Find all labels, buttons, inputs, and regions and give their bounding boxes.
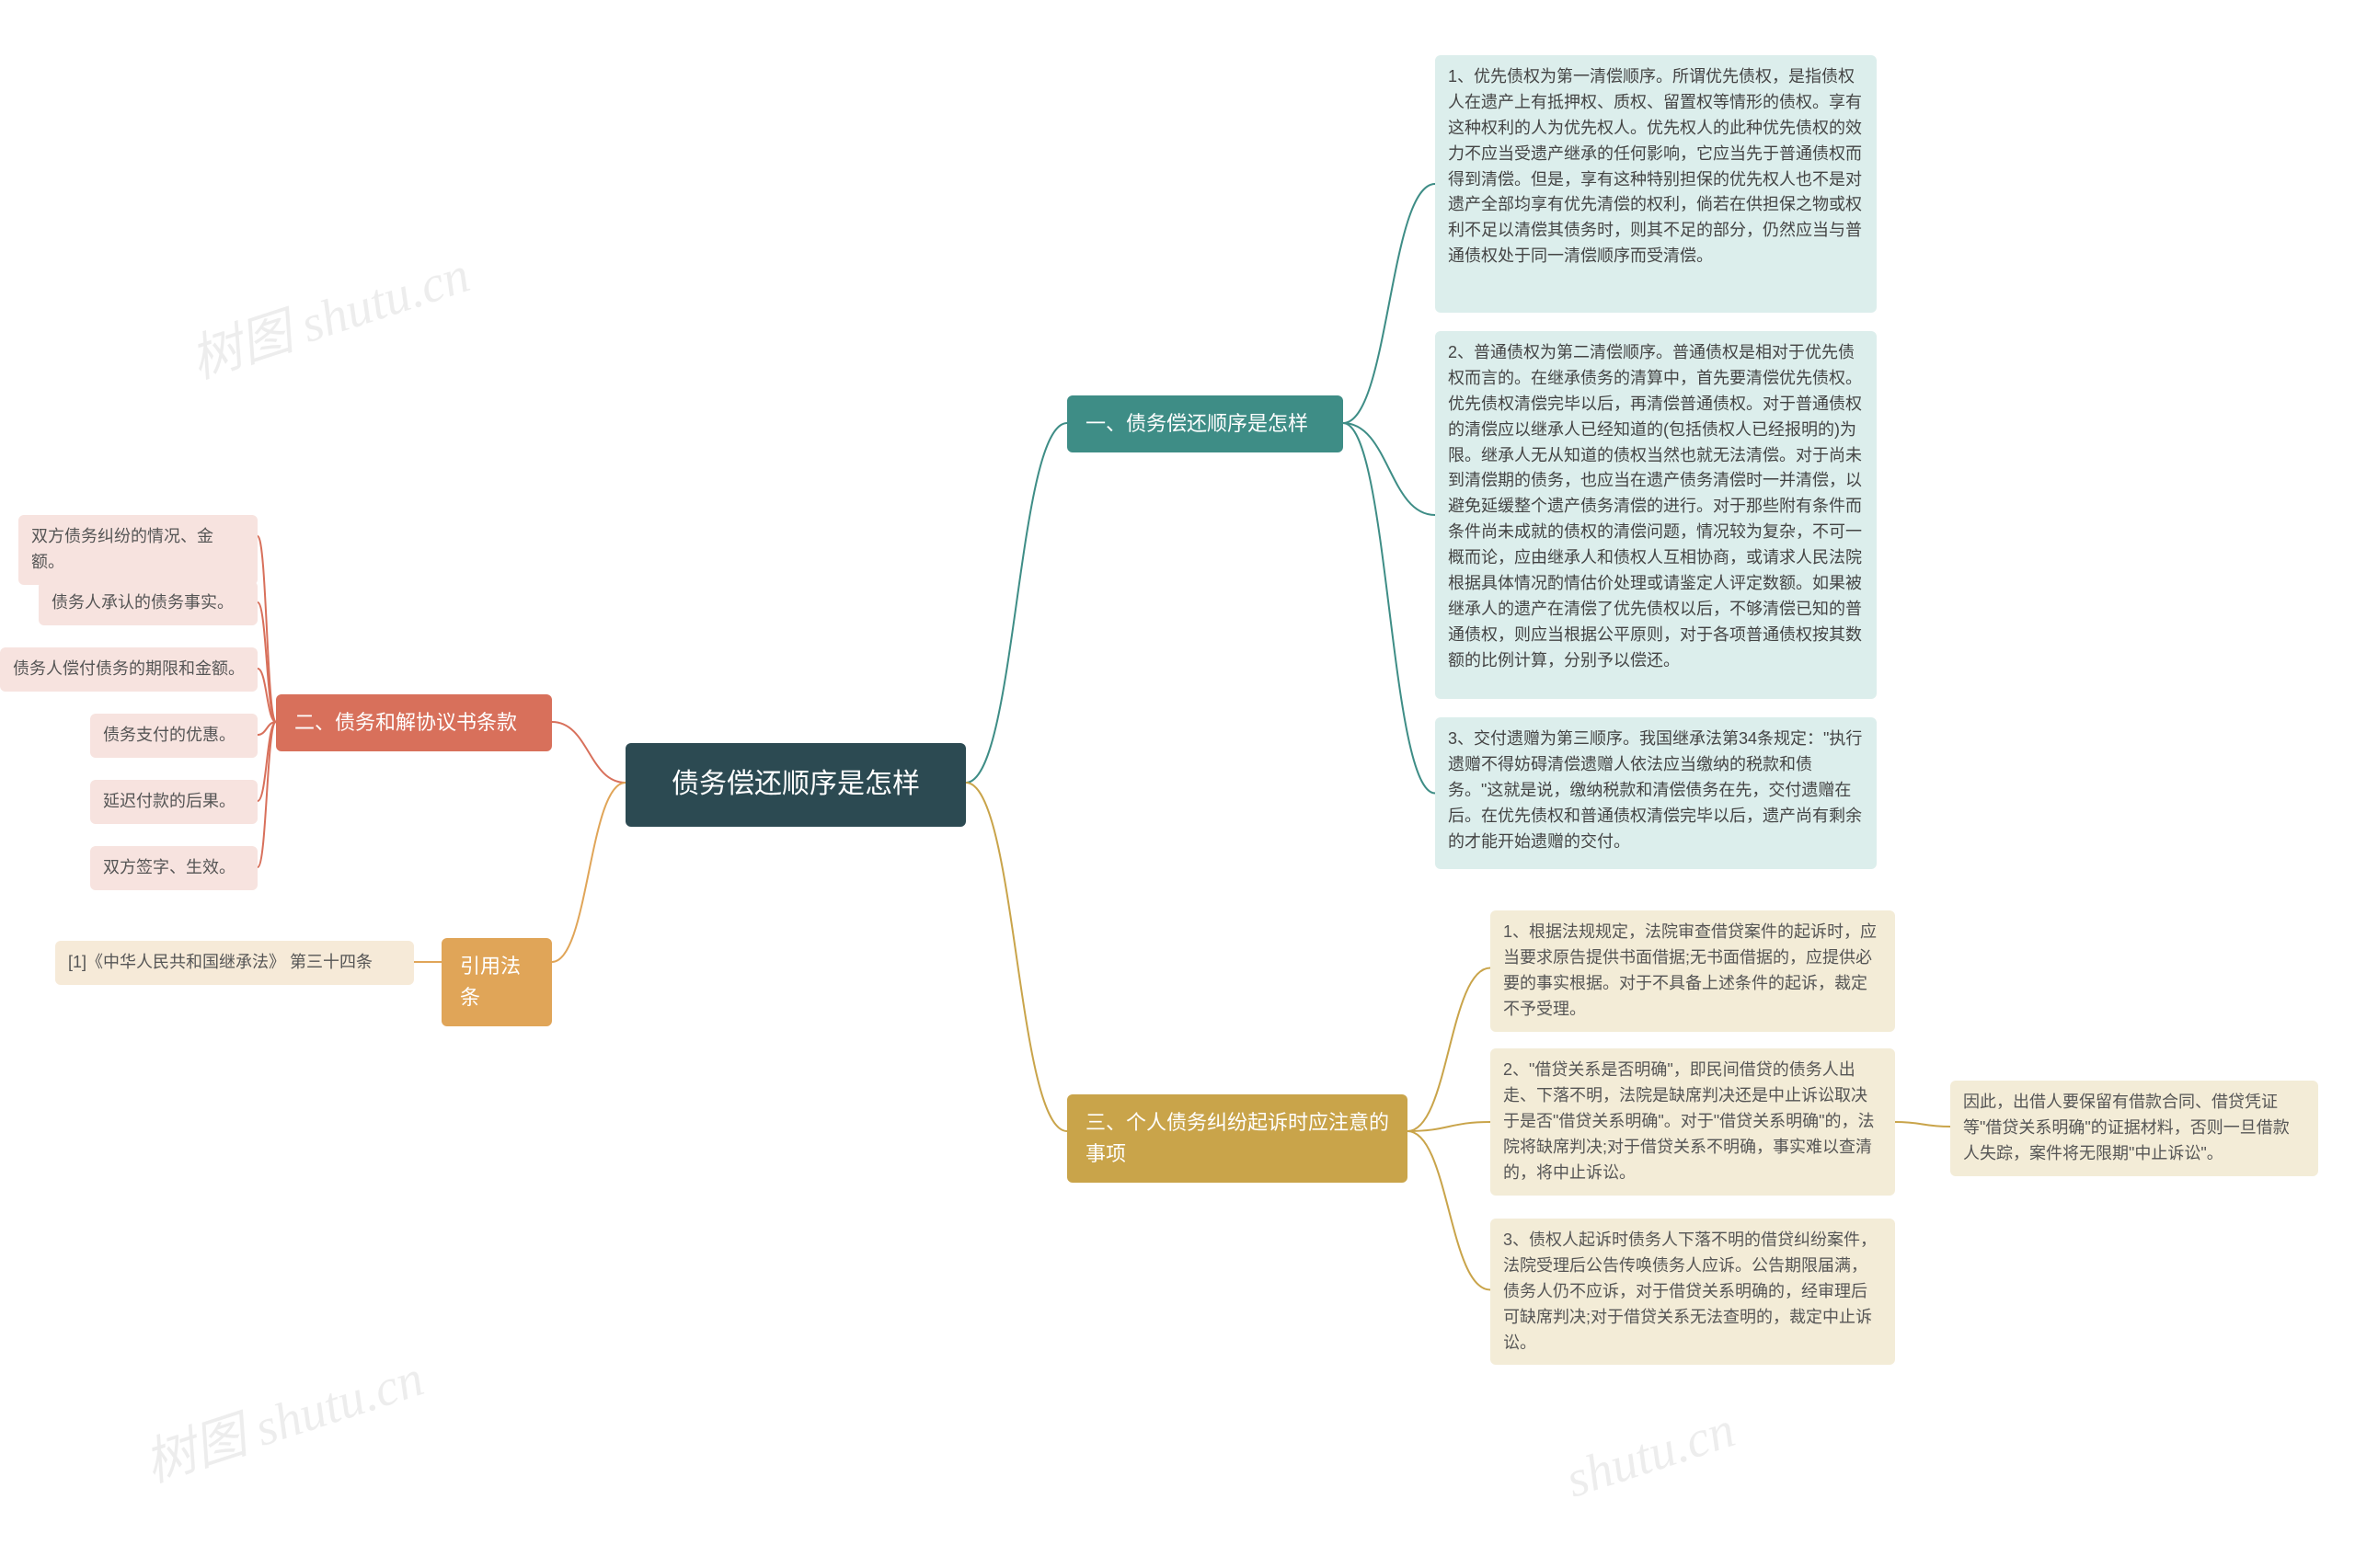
node-text: 2、"借贷关系是否明确"，即民间借贷的债务人出走、下落不明，法院是缺席判决还是中… (1503, 1060, 1875, 1182)
node-b1c2[interactable]: 2、普通债权为第二清偿顺序。普通债权是相对于优先债权而言的。在继承债务的清算中，… (1435, 331, 1877, 699)
watermark: 树图 shutu.cn (133, 1336, 431, 1496)
node-b3c2a[interactable]: 因此，出借人要保留有借款合同、借贷凭证等"借贷关系明确"的证据材料，否则一旦借款… (1950, 1081, 2318, 1176)
node-text: 双方债务纠纷的情况、金额。 (31, 527, 213, 571)
node-text: 3、交付遗赠为第三顺序。我国继承法第34条规定："执行遗赠不得妨碍清偿遗赠人依法… (1448, 729, 1862, 851)
node-text: 1、优先债权为第一清偿顺序。所谓优先债权，是指债权人在遗产上有抵押权、质权、留置… (1448, 67, 1862, 265)
node-b2c2[interactable]: 债务人承认的债务事实。 (39, 581, 258, 625)
node-b1c3[interactable]: 3、交付遗赠为第三顺序。我国继承法第34条规定："执行遗赠不得妨碍清偿遗赠人依法… (1435, 717, 1877, 869)
node-text: 因此，出借人要保留有借款合同、借贷凭证等"借贷关系明确"的证据材料，否则一旦借款… (1963, 1093, 2290, 1162)
node-b1[interactable]: 一、债务偿还顺序是怎样 (1067, 395, 1343, 452)
node-text: 3、债权人起诉时债务人下落不明的借贷纠纷案件，法院受理后公告传唤债务人应诉。公告… (1503, 1230, 1877, 1352)
node-b3c2[interactable]: 2、"借贷关系是否明确"，即民间借贷的债务人出走、下落不明，法院是缺席判决还是中… (1490, 1048, 1895, 1196)
node-b3c1[interactable]: 1、根据法规规定，法院审查借贷案件的起诉时，应当要求原告提供书面借据;无书面借据… (1490, 910, 1895, 1032)
node-text: 双方签字、生效。 (103, 858, 236, 876)
node-b2c5[interactable]: 延迟付款的后果。 (90, 780, 258, 824)
node-b3[interactable]: 三、个人债务纠纷起诉时应注意的事项 (1067, 1094, 1407, 1183)
node-b2c6[interactable]: 双方签字、生效。 (90, 846, 258, 890)
node-text: 二、债务和解协议书条款 (294, 711, 517, 734)
watermark: 树图 shutu.cn (179, 233, 477, 393)
node-b2c3[interactable]: 债务人偿付债务的期限和金额。 (0, 647, 258, 692)
node-root[interactable]: 债务偿还顺序是怎样 (626, 743, 966, 827)
node-text: 三、个人债务纠纷起诉时应注意的事项 (1086, 1111, 1389, 1165)
connector-layer (0, 0, 2355, 1568)
node-text: 1、根据法规规定，法院审查借贷案件的起诉时，应当要求原告提供书面借据;无书面借据… (1503, 922, 1877, 1018)
mindmap-canvas: 树图 shutu.cnshutu.cn树图 shutu.cnshutu.cn债务… (0, 0, 2355, 1568)
node-b3c3[interactable]: 3、债权人起诉时债务人下落不明的借贷纠纷案件，法院受理后公告传唤债务人应诉。公告… (1490, 1219, 1895, 1365)
node-b4c1[interactable]: [1]《中华人民共和国继承法》 第三十四条 (55, 941, 414, 985)
node-b4[interactable]: 引用法条 (442, 938, 552, 1026)
node-b2[interactable]: 二、债务和解协议书条款 (276, 694, 552, 751)
node-text: 债务人偿付债务的期限和金额。 (13, 659, 245, 678)
node-text: 引用法条 (460, 955, 521, 1009)
node-b1c1[interactable]: 1、优先债权为第一清偿顺序。所谓优先债权，是指债权人在遗产上有抵押权、质权、留置… (1435, 55, 1877, 313)
node-text: 一、债务偿还顺序是怎样 (1086, 412, 1308, 435)
node-text: [1]《中华人民共和国继承法》 第三十四条 (68, 953, 373, 971)
node-text: 2、普通债权为第二清偿顺序。普通债权是相对于优先债权而言的。在继承债务的清算中，… (1448, 343, 1862, 670)
node-text: 债务支付的优惠。 (103, 726, 236, 744)
node-text: 延迟付款的后果。 (103, 792, 236, 810)
watermark: shutu.cn (1559, 1400, 1742, 1509)
node-text: 债务人承认的债务事实。 (52, 593, 234, 612)
node-text: 债务偿还顺序是怎样 (672, 769, 920, 799)
node-b2c1[interactable]: 双方债务纠纷的情况、金额。 (18, 515, 258, 585)
node-b2c4[interactable]: 债务支付的优惠。 (90, 714, 258, 758)
